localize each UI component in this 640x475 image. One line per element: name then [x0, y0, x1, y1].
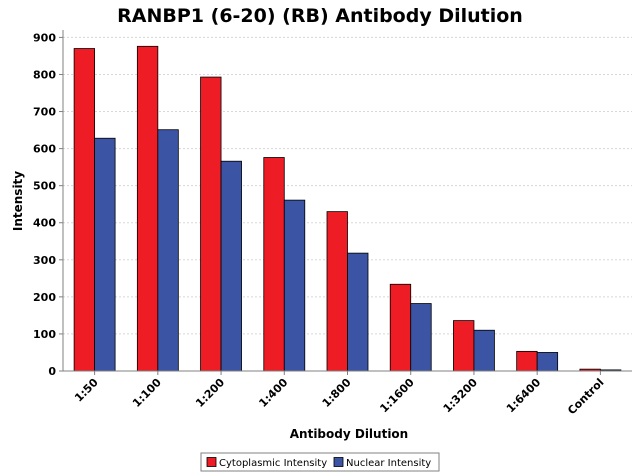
- y-tick-label: 0: [48, 365, 56, 378]
- x-tick-label: 1:200: [193, 376, 227, 410]
- bar-nuclear: [536, 352, 559, 372]
- bar-cytoplasmic: [200, 76, 222, 372]
- bar-cytoplasmic: [73, 48, 96, 372]
- legend-swatch: [333, 457, 344, 467]
- y-tick-label: 100: [33, 328, 56, 341]
- x-tick-labels: 1:50 1:100 1:200 1:400 1:800 1:1600 1:3200 1:64…: [72, 376, 606, 418]
- y-tick-label: 400: [33, 217, 56, 230]
- x-tick-label: 1:400: [256, 376, 290, 410]
- bar-cytoplasmic: [453, 320, 475, 372]
- legend-label: Nuclear Intensity: [346, 458, 431, 469]
- y-tick-label: 500: [33, 180, 56, 193]
- y-tick-labels: 0 100 200 300 400 500 600 700 800 900: [33, 31, 56, 378]
- bars: [73, 45, 622, 372]
- x-tick-label: Control: [565, 376, 606, 417]
- bar-nuclear: [473, 329, 495, 372]
- y-tick-label: 200: [33, 291, 56, 304]
- bar-cytoplasmic: [516, 350, 538, 372]
- bar-nuclear: [220, 160, 242, 372]
- bar-nuclear: [410, 303, 432, 372]
- bar-cytoplasmic: [389, 283, 412, 372]
- y-tick-label: 800: [33, 68, 56, 81]
- x-tick-label: 1:800: [320, 376, 354, 410]
- bar-cytoplasmic: [136, 45, 159, 372]
- x-tick-label: 1:100: [130, 376, 164, 410]
- x-tick-label: 1:3200: [441, 376, 481, 416]
- bar-nuclear: [347, 252, 369, 372]
- bar-cytoplasmic: [326, 211, 348, 372]
- x-axis-label: Antibody Dilution: [290, 427, 408, 441]
- legend-box: [200, 452, 440, 472]
- x-tick-label: 1:1600: [377, 376, 417, 416]
- y-tick-label: 600: [33, 143, 56, 156]
- legend: Cytoplasmic Intensity Nuclear Intensity: [200, 452, 440, 472]
- x-tick-label: 1:6400: [504, 376, 544, 416]
- chart-title: RANBP1 (6-20) (RB) Antibody Dilution: [117, 5, 523, 27]
- legend-swatch: [206, 457, 217, 467]
- y-axis-label: Intensity: [11, 171, 25, 231]
- axes: [59, 30, 632, 375]
- y-tick-label: 900: [33, 31, 56, 44]
- legend-label: Cytoplasmic Intensity: [219, 458, 327, 469]
- bar-nuclear: [94, 137, 116, 372]
- bar-cytoplasmic: [263, 157, 285, 372]
- x-tick-label: 1:50: [72, 376, 101, 405]
- y-tick-label: 700: [33, 106, 56, 119]
- y-tick-label: 300: [33, 254, 56, 267]
- bar-nuclear: [157, 129, 179, 372]
- bar-nuclear: [283, 199, 306, 372]
